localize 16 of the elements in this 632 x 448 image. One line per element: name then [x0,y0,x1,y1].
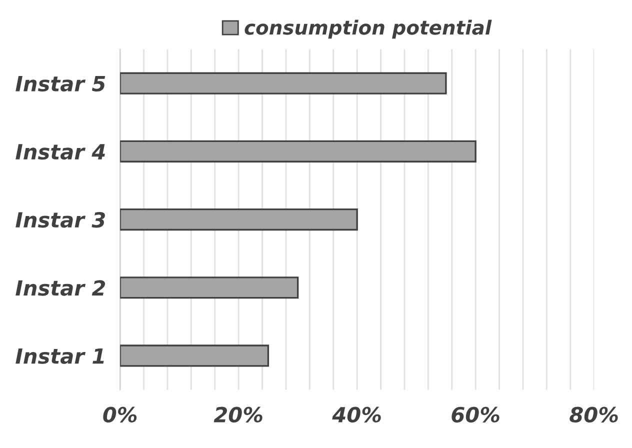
y-tick-label: Instar 3 [16,212,105,228]
x-tick-label: 80% [570,406,618,423]
y-tick-label: Instar 1 [16,348,104,364]
x-tick-label: 40% [332,406,381,423]
y-tick-label: Instar 2 [16,280,106,296]
bar [120,276,299,299]
bar [120,344,270,367]
y-tick-label: Instar 5 [16,76,106,92]
bar [120,140,476,162]
x-tick-label: 60% [452,406,500,423]
x-tick-label: 20% [214,406,262,423]
y-tick-label: Instar 4 [16,144,105,160]
bar [120,208,358,231]
x-tick-label: 0% [103,406,137,423]
legend-label: consumption potential [244,20,492,39]
bar [120,72,447,94]
